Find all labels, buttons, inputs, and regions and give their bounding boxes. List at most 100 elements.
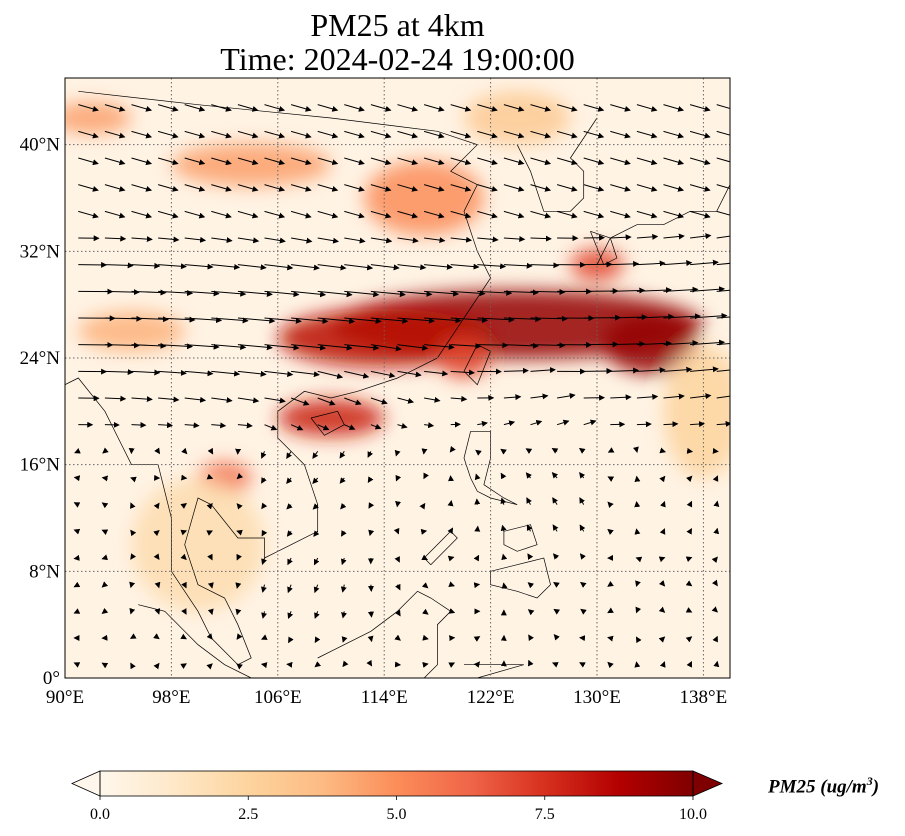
- wind-arrow: [477, 342, 509, 349]
- wind-arrow: [264, 237, 286, 244]
- wind-arrow: [663, 339, 699, 346]
- wind-arrow: [261, 502, 268, 510]
- wind-arrow: [131, 236, 153, 243]
- wind-arrow: [551, 472, 559, 479]
- wind-arrow: [583, 419, 597, 426]
- wind-arrow: [530, 288, 566, 295]
- wind-arrow: [237, 184, 259, 192]
- wind-arrow: [711, 579, 718, 587]
- wind-arrow: [526, 497, 532, 505]
- wind-arrow: [690, 259, 719, 266]
- wind-arrow: [370, 210, 392, 219]
- lon-tick-label: 106°E: [254, 687, 302, 708]
- wind-arrow: [685, 580, 693, 587]
- wind-arrow: [503, 394, 522, 401]
- pm25-plume-japan-sea: [603, 315, 697, 374]
- wind-arrow: [450, 395, 468, 402]
- wind-arrow: [477, 157, 498, 166]
- wind-arrow: [685, 607, 693, 613]
- wind-arrow: [686, 660, 692, 668]
- wind-arrow: [424, 237, 446, 244]
- wind-arrow: [395, 583, 401, 591]
- wind-arrow: [184, 157, 206, 166]
- wind-arrow: [579, 472, 586, 479]
- wind-arrow: [261, 477, 267, 484]
- wind-arrow: [448, 608, 456, 614]
- wind-arrow: [339, 451, 346, 459]
- wind-arrow: [607, 501, 614, 508]
- wind-arrow: [264, 397, 286, 404]
- wind-arrow: [477, 289, 513, 296]
- wind-arrow: [211, 263, 241, 270]
- wind-arrow: [477, 104, 498, 112]
- wind-arrow: [158, 289, 194, 296]
- map-plot-area: [64, 77, 731, 679]
- wind-arrow: [607, 580, 614, 587]
- wind-arrow: [424, 290, 460, 297]
- wind-arrow: [180, 553, 187, 561]
- colorbar-tick-label: 7.5: [535, 806, 555, 823]
- wind-arrow: [366, 659, 373, 667]
- wind-arrow: [530, 235, 552, 242]
- wind-arrow: [184, 396, 207, 403]
- wind-arrow: [340, 530, 347, 537]
- wind-arrow: [477, 263, 507, 270]
- wind-arrow: [394, 609, 401, 617]
- wind-arrow: [503, 157, 525, 166]
- coastline-sulawesi: [464, 664, 524, 678]
- wind-arrow: [393, 527, 400, 535]
- wind-arrow: [78, 184, 99, 192]
- wind-arrow: [607, 661, 614, 669]
- wind-arrow: [211, 290, 247, 297]
- wind-arrow: [716, 104, 730, 109]
- wind-arrow: [450, 317, 489, 323]
- wind-arrow: [312, 503, 320, 510]
- wind-arrow: [579, 662, 586, 668]
- wind-arrow: [636, 233, 659, 240]
- lon-tick-label: 114°E: [361, 687, 408, 708]
- wind-arrow: [264, 184, 286, 192]
- wind-arrow: [314, 636, 321, 644]
- wind-arrow: [423, 104, 445, 112]
- wind-arrow: [610, 287, 646, 294]
- wind-arrow: [530, 184, 552, 192]
- wind-arrow: [716, 395, 730, 399]
- wind-arrow: [157, 210, 179, 219]
- pm25-plume-korea: [464, 91, 571, 145]
- wind-arrow: [317, 210, 339, 219]
- wind-arrow: [290, 184, 312, 192]
- wind-arrow: [448, 581, 455, 588]
- wind-arrow: [473, 554, 480, 562]
- wind-arrow: [158, 236, 180, 243]
- wind-arrow: [397, 370, 422, 378]
- wind-arrow: [663, 157, 685, 166]
- wind-arrow: [447, 500, 454, 507]
- wind-arrow: [370, 184, 392, 192]
- wind-arrow: [579, 581, 587, 588]
- wind-arrow: [370, 237, 393, 244]
- wind-arrow: [690, 233, 712, 240]
- wind-arrow: [158, 343, 194, 350]
- wind-arrow: [158, 316, 196, 323]
- wind-arrow: [317, 237, 340, 244]
- wind-arrow: [423, 184, 445, 192]
- wind-arrow: [690, 286, 726, 293]
- wind-arrow: [130, 662, 136, 670]
- wind-arrow: [104, 235, 127, 242]
- wind-arrow: [663, 104, 685, 112]
- wind-arrow: [104, 315, 143, 322]
- wind-arrow: [503, 367, 529, 374]
- wind-arrow: [397, 264, 427, 271]
- wind-arrow: [503, 236, 526, 243]
- wind-arrow: [181, 581, 187, 589]
- wind-arrow: [663, 210, 685, 219]
- wind-arrow: [610, 340, 646, 347]
- wind-arrow: [530, 315, 568, 322]
- wind-arrow: [153, 633, 160, 640]
- wind-arrow: [659, 661, 666, 668]
- wind-arrow: [422, 608, 429, 615]
- wind-arrow: [397, 344, 429, 351]
- wind-arrow: [184, 236, 207, 243]
- wind-arrow: [264, 264, 294, 271]
